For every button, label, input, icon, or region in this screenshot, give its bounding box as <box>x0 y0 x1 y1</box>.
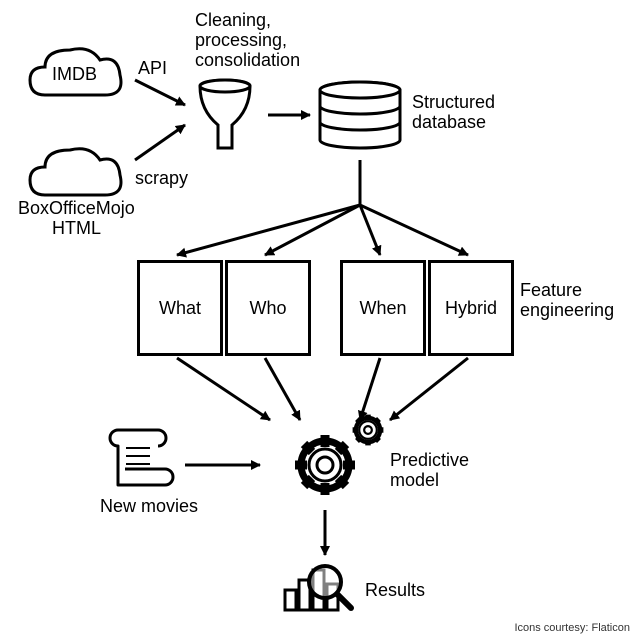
funnel-icon <box>200 80 250 148</box>
arrow-what-model <box>177 358 270 420</box>
feature-section-label-2: engineering <box>520 300 614 322</box>
scrapy-label: scrapy <box>135 168 188 190</box>
feature-box-when: When <box>340 260 426 356</box>
results-icon <box>285 566 351 610</box>
funnel-label-2: processing, <box>195 30 287 52</box>
arrow-hybrid-model <box>390 358 468 420</box>
feature-box-hybrid: Hybrid <box>428 260 514 356</box>
boxoffice-label-1: BoxOfficeMojo <box>18 198 135 220</box>
arrow-who-model <box>265 358 300 420</box>
credit-text: Icons courtesy: Flaticon <box>514 622 630 634</box>
arrow-split-what <box>177 205 360 255</box>
arrow-split-when <box>360 205 380 255</box>
arrow-when-model <box>360 358 380 420</box>
imdb-label: IMDB <box>52 64 97 86</box>
feature-box-what: What <box>137 260 223 356</box>
arrow-scrapy <box>135 125 185 160</box>
arrow-split-who <box>265 205 360 255</box>
funnel-label-1: Cleaning, <box>195 10 271 32</box>
db-label-1: Structured <box>412 92 495 114</box>
new-movies-label: New movies <box>100 496 198 518</box>
arrow-split-hybrid <box>360 205 468 255</box>
api-label: API <box>138 58 167 80</box>
arrow-api <box>135 80 185 105</box>
results-label: Results <box>365 580 425 602</box>
gear-small-icon <box>353 415 384 446</box>
db-label-2: database <box>412 112 486 134</box>
feature-box-who: Who <box>225 260 311 356</box>
funnel-label-3: consolidation <box>195 50 300 72</box>
predictive-label-2: model <box>390 470 439 492</box>
feature-section-label-1: Feature <box>520 280 582 302</box>
scroll-icon <box>110 430 173 485</box>
database-icon <box>320 82 400 148</box>
predictive-label-1: Predictive <box>390 450 469 472</box>
gear-icon <box>295 435 355 495</box>
boxoffice-label-2: HTML <box>52 218 101 240</box>
cloud-icon <box>30 149 121 195</box>
